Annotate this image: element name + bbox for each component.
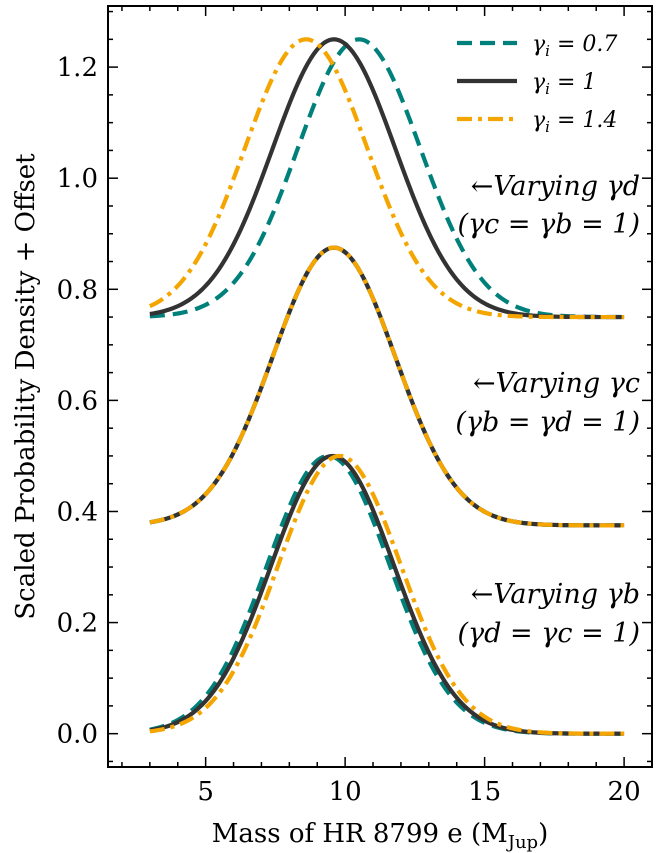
y-tick-label: 0.6 [57,386,98,416]
legend-label: γi = 0.7 [532,32,617,60]
legend-label: γi = 1.4 [532,108,617,136]
series-line-g1-dashdot [149,245,625,528]
y-axis-label: Scaled Probability Density + Offset [11,153,41,620]
annotation-line1: ←Varying γc [473,368,640,399]
annotation-line2: (γd = γc = 1) [457,618,640,649]
x-axis-label: Mass of HR 8799 e (MJup) [212,819,548,853]
x-tick-label: 5 [197,777,214,807]
y-tick-label: 0.4 [57,497,98,527]
y-tick-label: 0.0 [57,720,98,750]
annotation-line1: ←Varying γd [471,171,640,202]
x-tick-label: 20 [608,777,641,807]
y-tick-label: 1.0 [57,164,98,194]
series-line-g2-dashdot [149,453,625,736]
annotation-line1: ←Varying γb [471,579,640,610]
legend-label: γi = 1 [532,70,596,98]
plot-frame [107,5,653,768]
y-tick-label: 0.8 [57,275,98,305]
annotation-line2: (γb = γd = 1) [455,407,640,438]
series-line-g0-dashdot [148,37,625,320]
y-tick-label: 0.2 [57,609,98,639]
annotation-line2: (γc = γb = 1) [457,209,640,240]
x-tick-label: 10 [329,777,362,807]
y-tick-label: 1.2 [57,53,98,83]
x-tick-label: 15 [468,777,501,807]
